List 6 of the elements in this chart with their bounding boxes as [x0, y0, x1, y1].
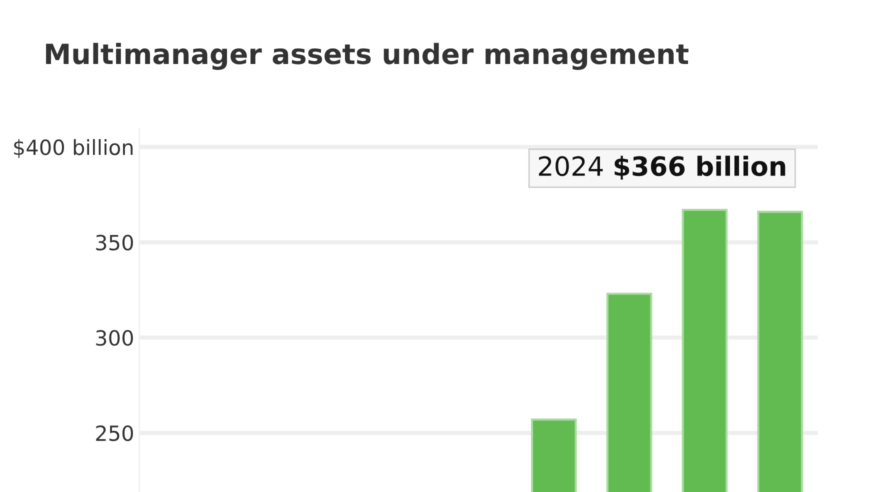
y-tick-label: 350: [96, 234, 133, 250]
chart-title: Multimanager assets under management: [46, 42, 688, 70]
y-tick-label: 250: [96, 425, 133, 442]
annotation: 2024 $366 billion: [538, 156, 786, 180]
y-tick-label: 300: [96, 330, 133, 346]
y-tick-label: $400 billion: [14, 139, 133, 158]
